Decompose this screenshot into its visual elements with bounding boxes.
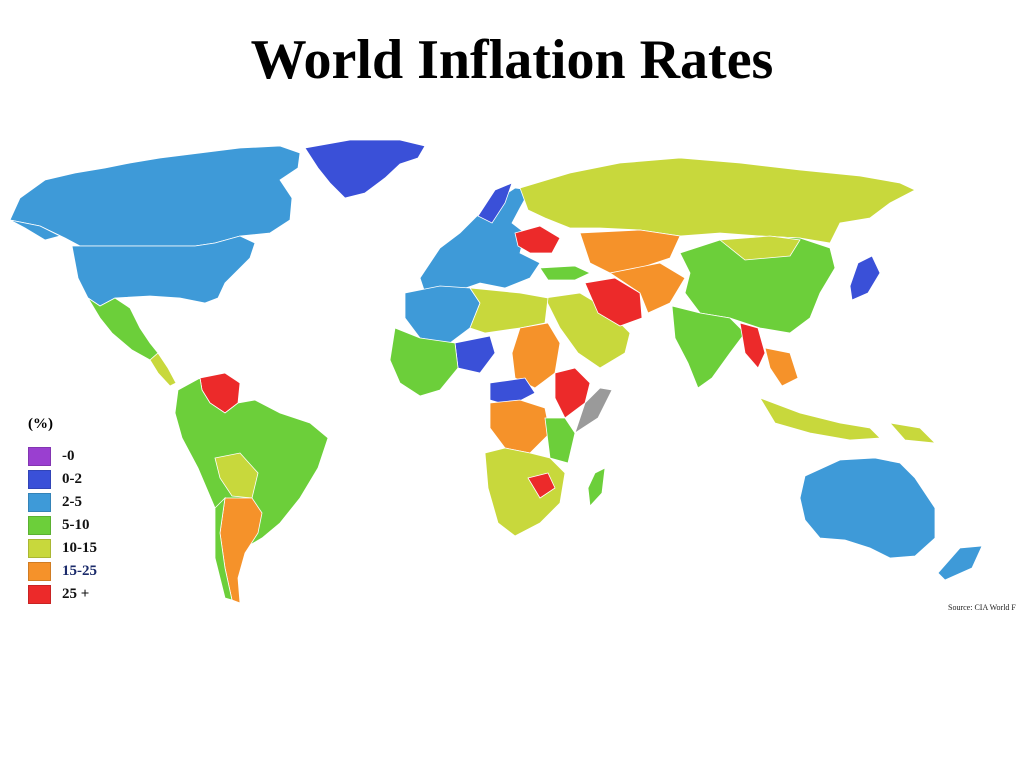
legend-label: -0: [62, 448, 75, 464]
region-west-africa: [389, 327, 459, 397]
region-alaska: [9, 219, 62, 241]
slide-title: World Inflation Rates: [250, 29, 774, 91]
legend-item: 10-15: [28, 537, 138, 560]
region-east-africa: [544, 417, 576, 464]
region-central-africa: [489, 377, 536, 407]
legend-swatch: [28, 493, 51, 512]
world-map: [0, 128, 1024, 630]
legend-item: 15-25: [28, 560, 138, 583]
region-papua-new-guinea: [888, 422, 937, 444]
region-mexico: [87, 297, 159, 361]
legend-label: 25 +: [62, 586, 90, 602]
legend-item: 0-2: [28, 468, 138, 491]
region-mongolia: [718, 235, 801, 261]
world-map-image: [9, 139, 983, 604]
source-credit: Source: CIA World F: [948, 603, 1016, 612]
region-southern-africa: [484, 447, 566, 537]
region-central-america: [149, 352, 177, 387]
legend-label: 15-25: [62, 563, 97, 579]
region-southeast-asia: [764, 347, 799, 387]
legend-label: 10-15: [62, 540, 97, 556]
legend-swatch: [28, 585, 51, 604]
region-greenland: [304, 139, 426, 199]
legend-item: 2-5: [28, 491, 138, 514]
legend-swatch: [28, 470, 51, 489]
legend-item: -0: [28, 445, 138, 468]
legend-label: 2-5: [62, 494, 82, 510]
region-turkey: [539, 265, 591, 281]
legend-label: 5-10: [62, 517, 90, 533]
region-zimbabwe: [527, 472, 556, 499]
legend-label: 0-2: [62, 471, 82, 487]
legend-swatch: [28, 539, 51, 558]
region-iran: [584, 277, 643, 327]
region-north-africa: [404, 285, 481, 344]
region-canada: [9, 145, 301, 247]
region-new-zealand: [937, 545, 983, 581]
region-chile: [214, 496, 233, 601]
map-legend: (%) -0 0-2 2-5 5-10 10-15 15-25 25 +: [28, 416, 138, 606]
region-central-asia: [608, 262, 686, 314]
region-united-states: [71, 235, 256, 307]
region-somalia: [574, 387, 613, 434]
legend-swatch: [28, 562, 51, 581]
region-kazakhstan: [579, 229, 681, 274]
legend-item: 25 +: [28, 583, 138, 606]
region-indonesia: [759, 397, 881, 441]
legend-swatch: [28, 447, 51, 466]
region-niger: [454, 335, 496, 374]
legend-title: (%): [28, 416, 53, 432]
region-russia: [519, 157, 916, 244]
legend-swatch: [28, 516, 51, 535]
region-congo: [489, 399, 551, 454]
region-madagascar: [587, 467, 606, 507]
region-south-america: [174, 377, 329, 549]
region-myanmar: [739, 322, 766, 369]
region-scandinavia: [477, 182, 513, 224]
region-australia: [799, 457, 936, 559]
region-japan: [849, 255, 881, 301]
legend-item: 5-10: [28, 514, 138, 537]
region-sudan: [511, 322, 561, 389]
region-ukraine: [514, 225, 561, 254]
region-india: [671, 305, 746, 389]
